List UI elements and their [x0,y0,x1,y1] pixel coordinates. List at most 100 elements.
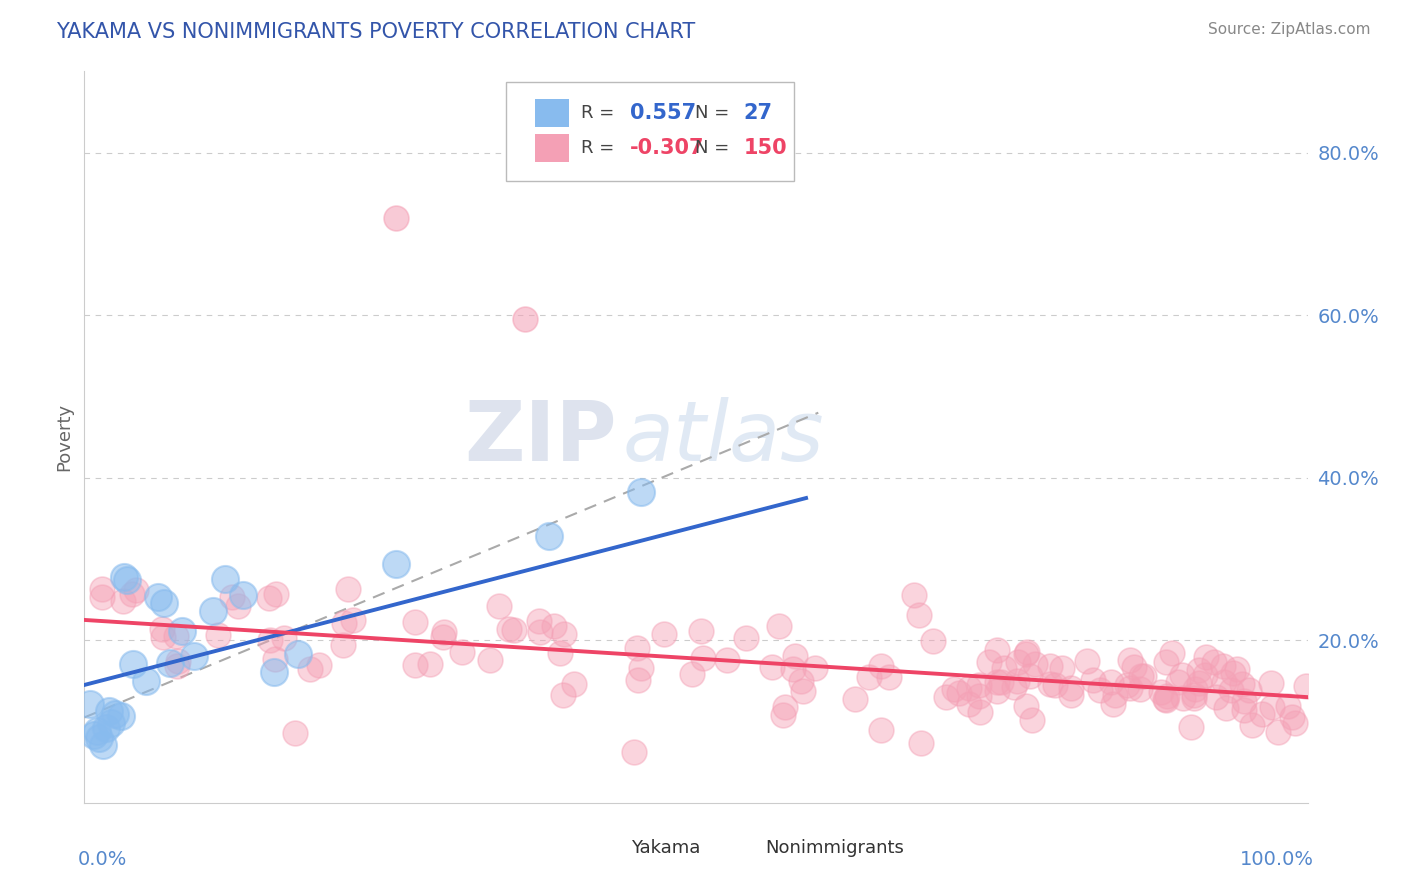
Point [112,593,135,607]
Point [97,704,120,718]
Point [785,649,807,664]
Point [1195,649,1218,664]
Point [910,736,932,750]
Text: 100.0%: 100.0% [1240,850,1313,870]
Point [1260,676,1282,690]
Point [690,624,713,638]
Point [627,673,650,688]
Point [273,631,295,645]
Point [804,661,827,675]
Point [858,670,880,684]
FancyBboxPatch shape [534,99,569,127]
Point [298,662,321,676]
Point [1161,646,1184,660]
Point [1039,677,1062,691]
Point [1005,673,1028,688]
Text: 0.0%: 0.0% [79,850,128,870]
Point [877,670,900,684]
Point [790,673,813,688]
Point [433,624,456,639]
Point [1101,674,1123,689]
Point [79,697,101,711]
Point [957,698,980,712]
Point [201,604,224,618]
Point [264,587,287,601]
Point [1194,668,1216,682]
Point [1045,678,1067,692]
Text: Yakama: Yakama [631,839,700,857]
Point [153,596,176,610]
Point [1215,701,1237,715]
Point [1180,720,1202,734]
FancyBboxPatch shape [534,135,569,162]
Point [342,613,364,627]
Point [1267,725,1289,739]
Point [159,656,181,670]
Text: N =: N = [695,139,735,157]
Point [135,674,157,689]
Point [1281,710,1303,724]
Point [502,624,524,638]
Point [1154,693,1177,707]
Point [479,653,502,667]
Point [121,586,143,600]
Text: 0.557: 0.557 [630,103,696,123]
Point [935,690,957,704]
Text: N =: N = [695,104,735,122]
Point [1014,648,1036,662]
Point [1153,691,1175,706]
Point [1182,688,1205,702]
Point [1212,659,1234,673]
Point [652,627,675,641]
Point [498,622,520,636]
Point [100,715,122,730]
Point [1188,675,1211,690]
Point [1295,679,1317,693]
Point [1129,682,1152,697]
Point [1156,689,1178,703]
Point [165,629,187,643]
Point [207,628,229,642]
Point [1232,677,1254,691]
Point [226,599,249,613]
Point [792,684,814,698]
Point [1015,698,1038,713]
Point [263,665,285,680]
Point [259,633,281,648]
Point [166,659,188,673]
Point [1188,663,1211,677]
Point [993,661,1015,675]
Point [907,608,929,623]
Point [969,690,991,704]
Point [1019,669,1042,683]
Point [1240,718,1263,732]
Point [1277,698,1299,713]
Point [257,591,280,606]
Point [232,588,254,602]
Point [91,582,114,596]
Point [221,590,243,604]
Point [957,681,980,695]
Point [1024,657,1046,672]
Point [1219,683,1241,698]
Point [1233,694,1256,708]
Point [183,649,205,664]
Point [1130,669,1153,683]
Point [115,574,138,588]
Point [551,689,574,703]
Point [869,659,891,673]
Point [287,647,309,661]
Point [432,630,454,644]
Point [1233,703,1256,717]
FancyBboxPatch shape [506,82,794,181]
Point [385,211,408,225]
Point [1167,674,1189,689]
Point [1081,673,1104,687]
Point [626,640,648,655]
Text: atlas: atlas [623,397,824,477]
Text: ZIP: ZIP [464,397,616,477]
Point [553,627,575,641]
Text: 27: 27 [744,103,773,123]
Y-axis label: Poverty: Poverty [55,403,73,471]
Point [1260,700,1282,714]
